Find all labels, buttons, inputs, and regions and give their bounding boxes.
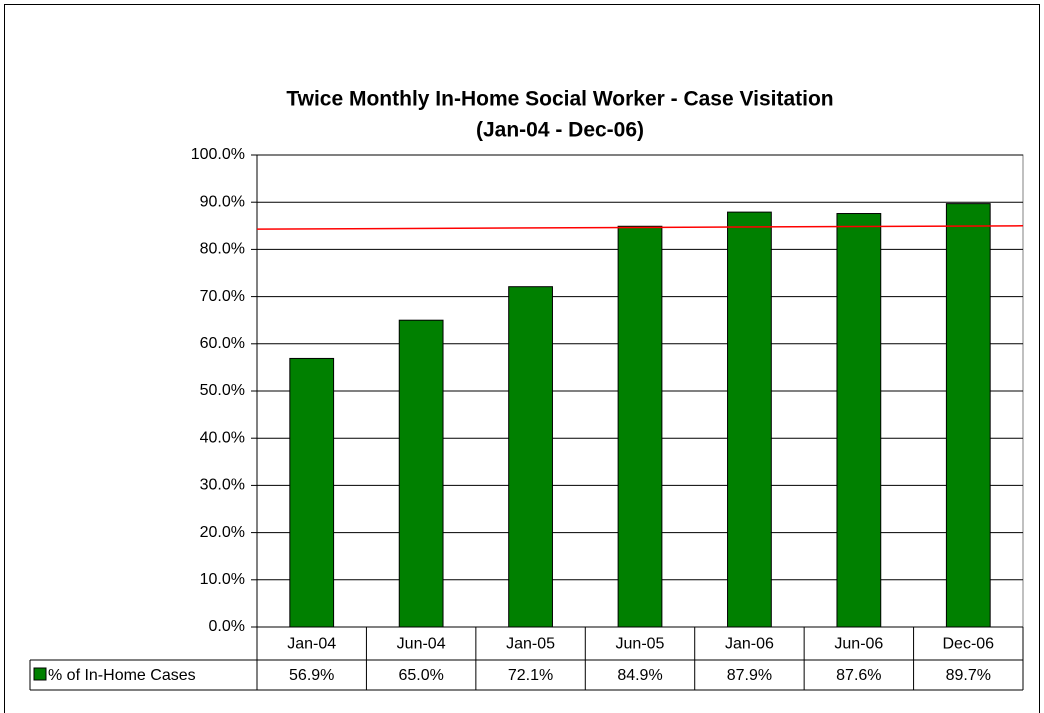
y-tick-label: 20.0% [200, 524, 245, 541]
table-value: 72.1% [508, 667, 553, 684]
legend-key [33, 667, 47, 681]
table-value: 87.9% [727, 667, 772, 684]
x-tick-label: Jun-06 [834, 636, 883, 653]
table-value: 56.9% [289, 667, 334, 684]
bar [836, 213, 882, 628]
x-tick-label: Jan-05 [506, 636, 555, 653]
table-value: 65.0% [398, 667, 443, 684]
y-tick-label: 10.0% [200, 571, 245, 588]
bar [398, 319, 444, 628]
bar [617, 225, 663, 628]
y-tick-label: 70.0% [200, 288, 245, 305]
y-tick-label: 100.0% [191, 146, 245, 163]
table-value: 84.9% [617, 667, 662, 684]
x-tick-label: Jun-04 [397, 636, 446, 653]
y-tick-label: 80.0% [200, 241, 245, 258]
legend-label: % of In-Home Cases [48, 667, 196, 684]
chart-title: Twice Monthly In-Home Social Worker - Ca… [286, 88, 833, 111]
bar [289, 357, 335, 628]
y-tick-label: 60.0% [200, 335, 245, 352]
bar [945, 203, 991, 628]
y-tick-label: 40.0% [200, 429, 245, 446]
table-value: 87.6% [836, 667, 881, 684]
table-value: 89.7% [946, 667, 991, 684]
y-tick-label: 50.0% [200, 382, 245, 399]
bar [508, 286, 553, 628]
x-tick-label: Jan-04 [287, 636, 336, 653]
x-tick-label: Dec-06 [942, 636, 994, 653]
x-tick-label: Jan-06 [725, 636, 774, 653]
x-tick-label: Jun-05 [616, 636, 665, 653]
bar [727, 211, 772, 628]
y-tick-label: 30.0% [200, 477, 245, 494]
chart-subtitle: (Jan-04 - Dec-06) [476, 119, 644, 142]
target-line [256, 225, 1024, 230]
y-tick-label: 0.0% [209, 618, 245, 635]
y-tick-label: 90.0% [200, 193, 245, 210]
